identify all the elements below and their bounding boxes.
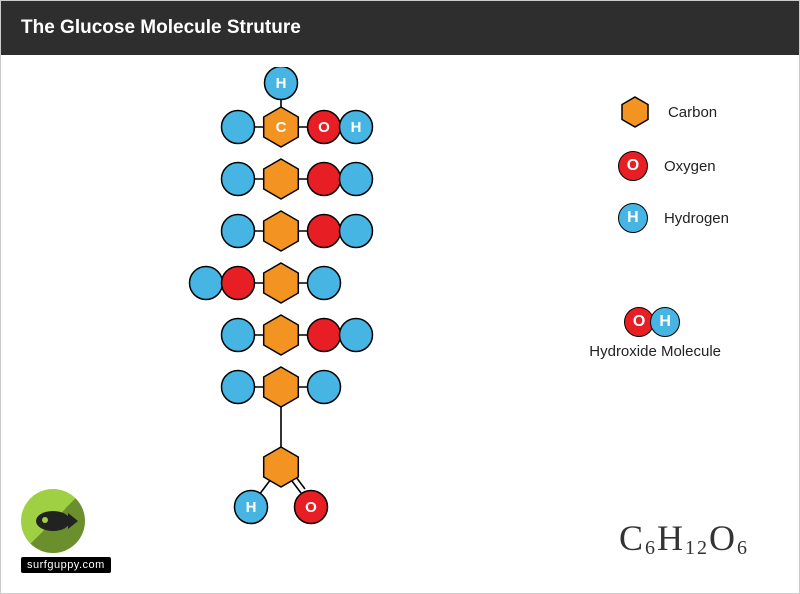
legend-carbon-label: Carbon [668,104,717,121]
canvas: The Glucose Molecule Struture CHOHHO Car… [0,0,800,594]
svg-text:H: H [246,499,257,516]
legend-hydrogen-label: Hydrogen [664,210,729,227]
svg-text:O: O [318,119,330,136]
legend-carbon: Carbon [618,95,729,129]
legend-hydroxide-label: Hydroxide Molecule [589,343,721,360]
legend-hydrogen: H Hydrogen [618,203,729,233]
header-bar: The Glucose Molecule Struture [1,1,799,55]
main-area: CHOHHO Carbon O Oxygen H Hydrogen O H Hy… [1,55,799,593]
svg-text:O: O [305,499,317,516]
brand-name: surfguppy.com [21,557,111,573]
brand-logo: surfguppy.com [21,489,111,573]
oxygen-icon: O [618,151,648,181]
svg-text:C: C [276,119,287,136]
chemical-formula: C6H12O6 [619,517,749,559]
legend: Carbon O Oxygen H Hydrogen [618,95,729,255]
hexagon-icon [618,95,652,129]
hydroxide-h-icon: H [650,307,680,337]
page-title: The Glucose Molecule Struture [21,17,301,39]
legend-oxygen-label: Oxygen [664,158,716,175]
logo-icon [21,489,85,553]
svg-text:H: H [351,119,362,136]
legend-hydroxide: O H Hydroxide Molecule [589,307,721,360]
hydrogen-icon: H [618,203,648,233]
svg-text:H: H [276,75,287,92]
legend-oxygen: O Oxygen [618,151,729,181]
molecule-diagram: C H O H H O [131,67,431,547]
